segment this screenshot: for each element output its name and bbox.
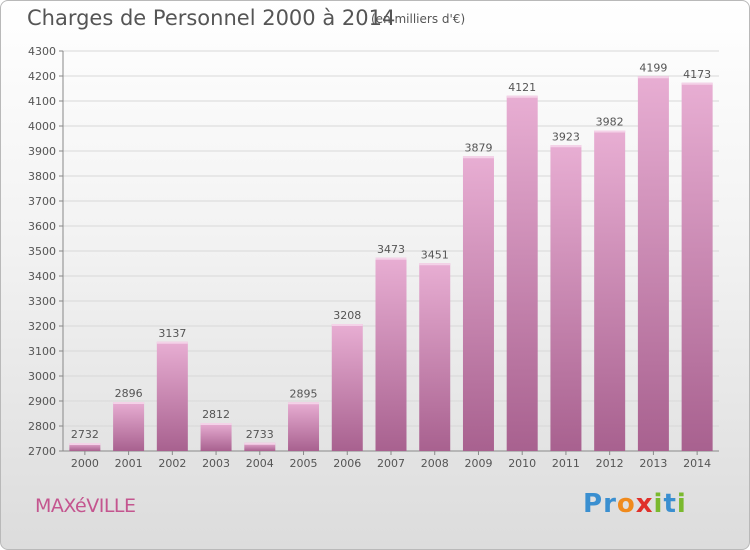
data-label: 2732	[71, 428, 99, 441]
logo-letter: i	[676, 489, 687, 519]
x-tick-label: 2014	[683, 457, 711, 470]
data-label: 4173	[683, 68, 711, 81]
logo-letter: o	[616, 489, 636, 519]
bar-highlight	[288, 402, 320, 405]
bar	[506, 95, 538, 451]
data-label: 4199	[639, 61, 667, 74]
logo-letter: x	[635, 489, 654, 519]
data-label: 2733	[246, 428, 274, 441]
data-label: 3923	[552, 130, 580, 143]
logo-letter: t	[663, 489, 677, 519]
y-tick-label: 3200	[28, 320, 56, 333]
x-tick-label: 2011	[552, 457, 580, 470]
bar	[375, 257, 407, 451]
x-tick-label: 2001	[115, 457, 143, 470]
data-label: 3137	[158, 327, 186, 340]
data-label: 3451	[421, 248, 449, 261]
data-label: 3208	[333, 309, 361, 322]
logo-letter: r	[603, 489, 617, 519]
x-tick-label: 2010	[508, 457, 536, 470]
x-tick-label: 2004	[246, 457, 274, 470]
y-tick-label: 3600	[28, 220, 56, 233]
bar	[331, 324, 363, 451]
bar	[244, 442, 276, 451]
bar-highlight	[681, 82, 713, 85]
x-tick-label: 2000	[71, 457, 99, 470]
x-tick-label: 2006	[333, 457, 361, 470]
x-axis: 2000 2001 2002 2003 2004 2005 2006 2007 2008 2009…	[71, 451, 711, 470]
bar	[594, 130, 626, 451]
y-tick-label: 3100	[28, 345, 56, 358]
x-tick-label: 2008	[421, 457, 449, 470]
y-tick-label: 3300	[28, 295, 56, 308]
y-tick-label: 2700	[28, 445, 56, 458]
logo-letter: i	[653, 489, 664, 519]
bar-highlight	[113, 402, 145, 404]
data-label: 3473	[377, 243, 405, 256]
x-tick-label: 2009	[464, 457, 492, 470]
y-tick-label: 2900	[28, 395, 56, 408]
y-tick-label: 4000	[28, 120, 56, 133]
bar-highlight	[244, 442, 276, 445]
bar	[637, 76, 669, 451]
logo-letter: P	[583, 489, 604, 519]
bar	[681, 82, 713, 451]
bar	[156, 341, 188, 451]
y-tick-label: 3800	[28, 170, 56, 183]
bar-highlight	[594, 130, 626, 133]
data-labels: 2732 2896 3137 2812 2733 2895 3208 3473 3451 3879…	[71, 61, 711, 441]
chart-subtitle: (en milliers d'€)	[371, 12, 466, 26]
chart-title: Charges de Personnel 2000 à 2014	[27, 6, 396, 30]
bar-highlight	[156, 341, 188, 344]
bar-highlight	[331, 324, 363, 326]
x-tick-label: 2005	[290, 457, 318, 470]
y-tick-label: 3900	[28, 145, 56, 158]
x-tick-label: 2003	[202, 457, 230, 470]
data-label: 3879	[464, 141, 492, 154]
bar	[550, 145, 582, 451]
proxiti-logo[interactable]: Proxiti	[583, 489, 687, 519]
bar	[113, 402, 145, 451]
data-label: 4121	[508, 81, 536, 94]
bar-highlight	[69, 443, 101, 445]
y-tick-label: 3500	[28, 245, 56, 258]
bar	[462, 156, 494, 451]
bar-highlight	[419, 263, 451, 266]
bar-highlight	[550, 145, 582, 148]
y-tick-label: 3000	[28, 370, 56, 383]
bar	[419, 263, 451, 451]
x-tick-label: 2007	[377, 457, 405, 470]
bar	[200, 423, 232, 451]
bars	[69, 76, 713, 451]
y-tick-label: 2800	[28, 420, 56, 433]
data-label: 2896	[115, 387, 143, 400]
data-label: 3982	[596, 116, 624, 129]
bar-highlight	[462, 156, 494, 159]
bar-highlight	[506, 95, 538, 98]
x-tick-label: 2013	[639, 457, 667, 470]
x-tick-label: 2012	[596, 457, 624, 470]
bar	[69, 443, 101, 451]
y-tick-label: 3400	[28, 270, 56, 283]
data-label: 2895	[290, 387, 318, 400]
y-tick-label: 4200	[28, 70, 56, 83]
bar-highlight	[375, 257, 407, 260]
town-name: MAXéVILLE	[35, 495, 136, 517]
x-tick-label: 2002	[158, 457, 186, 470]
bar-highlight	[200, 423, 232, 425]
bar	[288, 402, 320, 451]
data-label: 2812	[202, 408, 230, 421]
y-tick-label: 4100	[28, 95, 56, 108]
y-tick-label: 3700	[28, 195, 56, 208]
bar-highlight	[637, 76, 669, 79]
y-tick-label: 4300	[28, 45, 56, 58]
